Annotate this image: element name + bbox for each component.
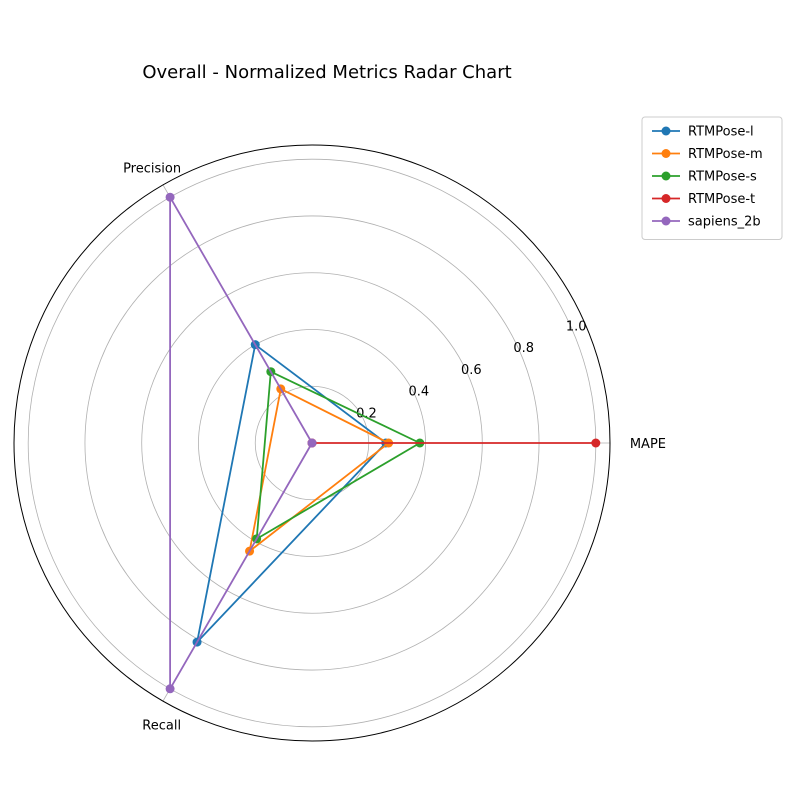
axis-labels: MAPE Precision Recall bbox=[123, 161, 666, 733]
legend-item: RTMPose-s bbox=[652, 170, 757, 185]
data-point bbox=[591, 438, 601, 448]
legend-label: RTMPose-s bbox=[688, 170, 757, 185]
data-point bbox=[307, 438, 317, 448]
chart-title: Overall - Normalized Metrics Radar Chart bbox=[142, 62, 511, 83]
legend: RTMPose-l RTMPose-m RTMPose-s RTMPose-t sapi… bbox=[641, 116, 783, 240]
r-tick-label: 1.0 bbox=[566, 319, 587, 334]
polar-frame bbox=[13, 144, 611, 742]
legend-swatch-marker bbox=[661, 149, 671, 158]
series-line bbox=[248, 388, 390, 552]
r-tick-label: 0.6 bbox=[461, 363, 482, 378]
series-rtmpose-l bbox=[192, 340, 391, 647]
legend-swatch-marker bbox=[661, 171, 671, 181]
series-layer bbox=[165, 192, 601, 694]
legend-item: RTMPose-l bbox=[652, 125, 754, 140]
axis-label-precision: Precision bbox=[123, 161, 181, 176]
legend-swatch-marker bbox=[661, 216, 671, 226]
legend-swatch-marker bbox=[661, 126, 671, 136]
legend-label: RTMPose-l bbox=[688, 125, 754, 140]
series-rtmpose-t bbox=[307, 438, 601, 448]
legend-item: RTMPose-m bbox=[652, 147, 763, 162]
r-tick-label: 0.8 bbox=[513, 341, 534, 356]
series-line bbox=[255, 370, 421, 540]
data-point bbox=[165, 192, 175, 202]
r-tick-label: 0.2 bbox=[356, 406, 377, 421]
legend-label: sapiens_2b bbox=[688, 215, 761, 230]
axis-label-mape: MAPE bbox=[630, 437, 666, 452]
series-sapiens-2b bbox=[165, 192, 317, 694]
axis-label-recall: Recall bbox=[142, 719, 181, 734]
series-line bbox=[169, 196, 313, 690]
legend-label: RTMPose-t bbox=[688, 192, 755, 207]
legend-box bbox=[641, 116, 783, 240]
legend-item: sapiens_2b bbox=[652, 215, 761, 230]
series-line bbox=[196, 343, 387, 643]
legend-swatch-marker bbox=[661, 194, 671, 203]
r-tick-label: 0.4 bbox=[409, 385, 430, 400]
legend-item: RTMPose-t bbox=[652, 192, 755, 207]
radial-grid: 0.2 0.4 0.6 0.8 1.0 bbox=[13, 144, 611, 742]
legend-label: RTMPose-m bbox=[688, 147, 763, 162]
data-point bbox=[165, 684, 175, 694]
